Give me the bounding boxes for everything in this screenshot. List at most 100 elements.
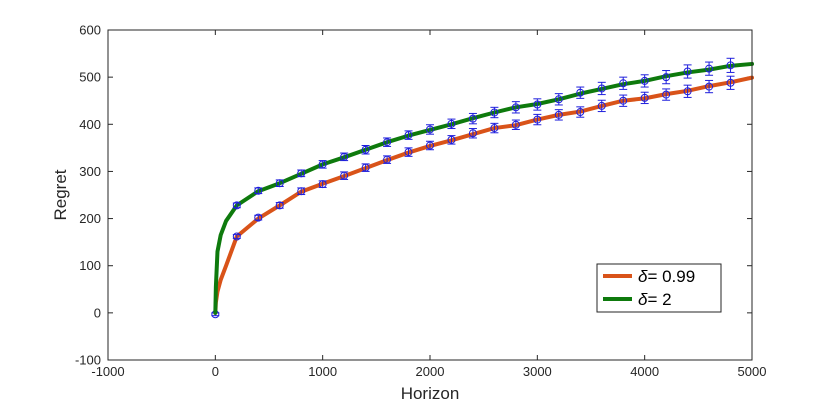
data-point-marker bbox=[340, 152, 349, 161]
errorbar-point bbox=[447, 135, 456, 145]
errorbar-point bbox=[662, 70, 671, 85]
data-point-marker bbox=[576, 88, 585, 97]
data-point-marker bbox=[232, 201, 241, 210]
data-point-marker bbox=[726, 78, 735, 87]
errorbar-point bbox=[619, 94, 628, 107]
data-point-marker bbox=[426, 125, 434, 134]
data-point-marker bbox=[619, 96, 628, 105]
errorbar-point bbox=[404, 147, 413, 157]
errorbar-point bbox=[383, 137, 392, 147]
data-point-marker bbox=[533, 100, 542, 109]
data-point-marker bbox=[726, 61, 735, 70]
axis-ticks: -1000 0 1000 2000 3000 4000 5000-1000100200300… bbox=[75, 23, 766, 380]
data-point-marker bbox=[404, 148, 413, 157]
data-point-marker bbox=[533, 115, 542, 124]
errorbar-point bbox=[554, 109, 563, 121]
data-point-marker bbox=[383, 155, 392, 164]
data-point-marker bbox=[705, 64, 714, 73]
legend-label-delta-2: δ= 2 bbox=[638, 290, 672, 309]
errorbar-point bbox=[511, 119, 520, 130]
data-point-marker bbox=[683, 67, 692, 76]
errorbar-point bbox=[576, 106, 585, 118]
y-tick-label: 0 bbox=[94, 305, 101, 320]
data-point-marker bbox=[662, 73, 671, 82]
y-tick-label: 200 bbox=[79, 211, 101, 226]
errorbar-point bbox=[426, 124, 434, 135]
errorbar-point bbox=[318, 180, 327, 189]
errorbar-point bbox=[275, 201, 284, 210]
errorbar-point bbox=[297, 169, 306, 178]
errorbar-point bbox=[490, 122, 499, 134]
errorbar-point bbox=[705, 79, 714, 94]
data-point-marker bbox=[640, 93, 649, 102]
errorbar-point bbox=[662, 88, 671, 101]
data-point-marker bbox=[340, 171, 349, 180]
errorbar-point bbox=[275, 179, 284, 188]
legend-symbol-delta: δ bbox=[638, 267, 648, 286]
data-point-marker bbox=[511, 120, 520, 129]
data-point-marker bbox=[683, 87, 692, 96]
data-point-marker bbox=[640, 76, 649, 85]
errorbar-point bbox=[361, 163, 370, 172]
errorbar-point bbox=[726, 75, 735, 90]
data-point-marker bbox=[254, 213, 263, 222]
errorbar-point bbox=[705, 61, 714, 76]
data-point-marker bbox=[318, 160, 327, 169]
errorbar-point bbox=[447, 118, 456, 130]
errorbar-point bbox=[511, 101, 520, 114]
errorbar-point bbox=[254, 213, 263, 222]
errorbar-point bbox=[426, 140, 434, 151]
errorbar-point bbox=[640, 74, 649, 88]
errorbar-point bbox=[597, 99, 606, 113]
legend-text-0.99: = 0.99 bbox=[647, 267, 695, 286]
legend-label-delta-0.99: δ= 0.99 bbox=[638, 267, 695, 286]
data-point-marker bbox=[662, 90, 671, 99]
data-point-marker bbox=[511, 103, 520, 112]
errorbar-point bbox=[383, 155, 392, 164]
data-point-marker bbox=[468, 129, 477, 138]
series-1 bbox=[213, 57, 754, 315]
errorbar-point bbox=[490, 106, 499, 119]
errorbar-point bbox=[232, 232, 241, 241]
x-tick-label: 1000 bbox=[308, 364, 337, 379]
x-tick-label: 0 bbox=[212, 364, 219, 379]
legend-symbol-delta: δ bbox=[638, 290, 648, 309]
data-point-marker bbox=[254, 186, 263, 195]
data-point-marker bbox=[447, 135, 456, 144]
plot-frame bbox=[107, 29, 753, 361]
data-point-marker bbox=[297, 187, 306, 196]
x-tick-label: 5000 bbox=[738, 364, 767, 379]
data-point-marker bbox=[490, 108, 499, 117]
data-point-marker bbox=[705, 82, 714, 91]
legend-text-2: = 2 bbox=[647, 290, 671, 309]
x-tick-label: -1000 bbox=[91, 364, 124, 379]
x-axis-label: Horizon bbox=[401, 384, 460, 403]
data-point-marker bbox=[554, 95, 563, 104]
errorbar-point bbox=[318, 160, 327, 169]
legend-box bbox=[596, 263, 722, 313]
errorbar-point bbox=[640, 91, 649, 105]
series-0 bbox=[211, 75, 754, 319]
data-point-marker bbox=[383, 138, 392, 147]
data-point-marker bbox=[597, 101, 606, 110]
y-tick-label: 300 bbox=[79, 164, 101, 179]
legend: δ= 0.99 δ= 2 bbox=[596, 263, 722, 313]
data-point-marker bbox=[554, 110, 563, 119]
data-point-marker bbox=[447, 119, 456, 128]
data-point-marker bbox=[619, 79, 628, 88]
y-axis-label: Regret bbox=[51, 169, 70, 220]
y-tick-label: -100 bbox=[75, 353, 101, 368]
errorbar-point bbox=[726, 57, 735, 73]
errorbar-point bbox=[468, 128, 477, 139]
data-point-marker bbox=[297, 169, 306, 178]
data-point-marker bbox=[275, 179, 284, 188]
data-point-marker bbox=[576, 108, 585, 117]
data-point-marker bbox=[597, 84, 606, 93]
errorbar-point bbox=[619, 76, 628, 90]
errorbar-point bbox=[232, 201, 241, 210]
y-tick-label: 600 bbox=[79, 23, 101, 38]
errorbar-point bbox=[340, 171, 349, 180]
y-tick-label: 400 bbox=[79, 117, 101, 132]
errorbar-point bbox=[533, 98, 542, 111]
